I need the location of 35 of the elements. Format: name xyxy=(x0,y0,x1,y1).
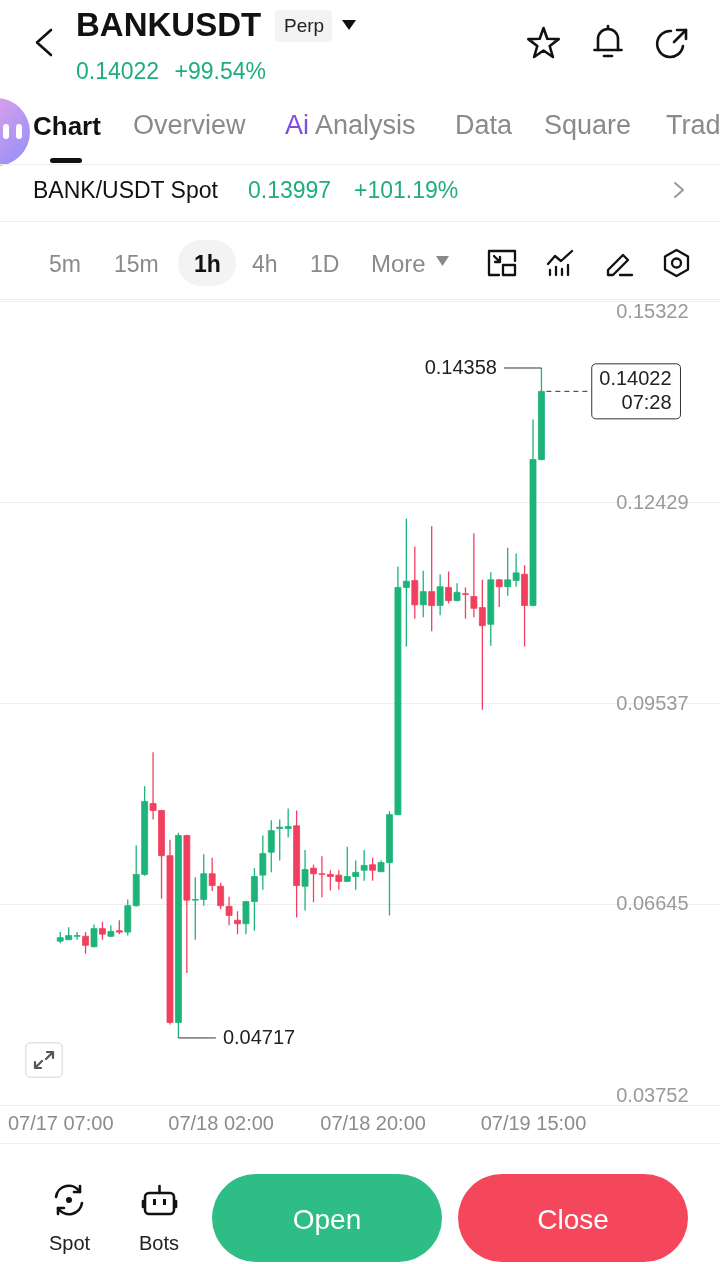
text: 1D xyxy=(310,250,340,277)
text: Trad xyxy=(666,110,720,141)
text: Bots xyxy=(139,1232,180,1255)
chart-subtitle: 0.14022 +99.54% xyxy=(76,57,266,84)
text: Data xyxy=(455,110,513,141)
text: Square xyxy=(544,110,632,141)
ref-line-label: 0.14358 xyxy=(424,355,497,378)
text: BANK/USDT Spot xyxy=(33,176,218,203)
text: 07:28 xyxy=(621,391,672,414)
x-tick-label: 07/17 07:00 xyxy=(7,1111,114,1134)
text: 0.13997 xyxy=(248,176,332,203)
text: +101.19% xyxy=(354,176,459,203)
text: Spot xyxy=(49,1232,91,1255)
text: Ai Analysis xyxy=(285,110,416,141)
pill-button: Close xyxy=(458,1174,688,1262)
x-tick-label: 07/19 15:00 xyxy=(480,1111,587,1134)
text: Perp xyxy=(284,14,325,36)
y-tick-label: 0.15322 xyxy=(616,299,689,322)
x-tick-label: 07/18 02:00 xyxy=(168,1111,274,1134)
y-tick-label: 0.03752 xyxy=(616,1083,689,1106)
text: 4h xyxy=(252,250,278,277)
y-tick-label: 0.09537 xyxy=(616,691,689,714)
y-tick-label: 0.12429 xyxy=(616,490,689,513)
y-tick-label: 0.06645 xyxy=(616,892,689,915)
chart-title: BANKUSDT xyxy=(76,6,262,44)
pill-button: Open xyxy=(212,1174,442,1262)
text: 1h xyxy=(194,250,221,277)
ref-line-label: 0.14022 xyxy=(599,367,672,390)
text: 5m xyxy=(49,250,81,277)
text: Overview xyxy=(133,110,246,141)
text: Chart xyxy=(33,110,101,141)
x-tick-label: 07/18 20:00 xyxy=(320,1111,426,1134)
ref-line-label: 0.04717 xyxy=(222,1025,296,1048)
text: More xyxy=(371,249,426,277)
text: 15m xyxy=(114,250,159,277)
